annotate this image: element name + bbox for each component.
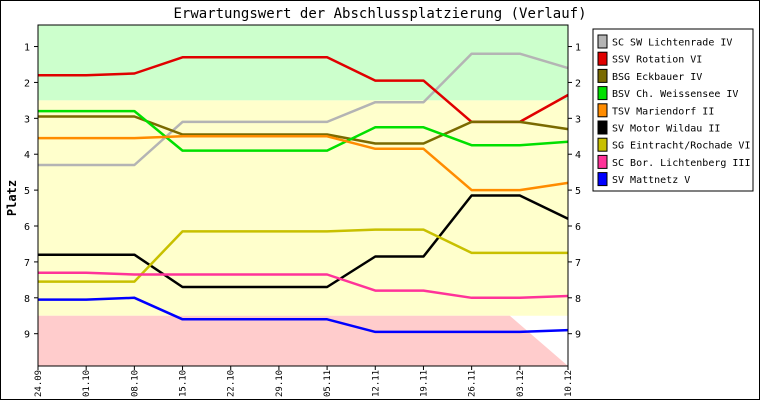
y-tick-label-left: 8: [24, 294, 30, 305]
legend-entry-label: SV Mattnetz V: [612, 175, 690, 186]
y-tick-label-left: 4: [24, 150, 30, 161]
legend-swatch: [597, 172, 608, 187]
band-midfield: [38, 100, 568, 316]
y-tick-label-right: 4: [575, 150, 581, 161]
y-tick-label-left: 1: [24, 43, 30, 54]
x-tick-label: 05.11: [323, 370, 333, 397]
series-lines: [38, 52, 569, 334]
legend-entry-label: BSV Ch. Weissensee IV: [612, 89, 738, 100]
x-tick-label: 26.11: [468, 370, 478, 397]
x-tick-label: 01.10: [82, 370, 92, 397]
legend-entry-label: TSV Mariendorf II: [612, 106, 714, 117]
legend-swatch: [597, 86, 608, 101]
y-tick-label-right: 6: [575, 222, 581, 233]
y-tick-label-left: 6: [24, 222, 30, 233]
x-tick-label: 03.12: [516, 370, 526, 397]
legend-swatch: [597, 34, 608, 49]
plot-border: [37, 24, 569, 367]
series-line-3: [38, 109, 569, 152]
band-relegation: [38, 315, 568, 366]
y-axis-label: Platz: [5, 180, 19, 216]
series-line-0: [38, 52, 569, 167]
axes: 1 1 2 2 3 3 4 4 5 5 6 6 7 7 8 8 9 9 24.09 01.10 08.10 15.10 22…: [24, 24, 581, 397]
legend-swatch: [597, 137, 608, 152]
series-line-5: [38, 194, 569, 289]
series-line-4: [38, 135, 569, 192]
x-tick-label: 22.10: [227, 370, 237, 397]
x-tick-label: 29.10: [275, 370, 285, 397]
legend-swatch: [597, 103, 608, 118]
y-tick-label-right: 3: [575, 114, 581, 125]
y-tick-label-right: 9: [575, 330, 581, 341]
y-tick-label-right: 7: [575, 258, 581, 269]
series-line-6: [38, 228, 568, 283]
y-tick-label-right: 2: [575, 78, 581, 89]
x-tick-label: 12.11: [371, 370, 381, 397]
y-tick-label-left: 7: [24, 258, 30, 269]
series-line-8: [38, 296, 569, 334]
y-tick-label-right: 5: [575, 186, 581, 197]
legend-entry-label: SC Bor. Lichtenberg III: [612, 158, 750, 169]
y-tick-label-left: 5: [24, 186, 30, 197]
y-tick-label-right: 8: [575, 294, 581, 305]
legend-entry-label: BSG Eckbauer IV: [612, 72, 702, 83]
chart-title: Erwartungswert der Abschlussplatzierung …: [173, 6, 586, 22]
y-tick-label-left: 2: [24, 78, 30, 89]
legend-swatch: [597, 68, 608, 83]
x-tick-label: 19.11: [419, 370, 429, 397]
legend-entry-label: SC SW Lichtenrade IV: [612, 38, 732, 49]
legend-swatch: [597, 154, 608, 169]
legend-entry-label: SG Eintracht/Rochade VI: [612, 141, 750, 152]
y-tick-label-left: 3: [24, 114, 30, 125]
legend-entry-label: SSV Rotation VI: [612, 55, 702, 66]
band-promotion: [38, 25, 568, 101]
legend-entry-label: SV Motor Wildau II: [612, 124, 720, 135]
legend-box: [592, 28, 754, 192]
x-tick-label: 08.10: [130, 370, 140, 397]
x-tick-label: 10.12: [564, 370, 574, 397]
series-line-2: [38, 115, 569, 145]
legend-swatch: [597, 51, 608, 66]
series-line-7: [38, 271, 569, 300]
y-tick-label-right: 1: [575, 43, 581, 54]
legend: SC SW Lichtenrade IV SSV Rotation VI BSG E…: [592, 28, 754, 192]
x-tick-label: 24.09: [34, 370, 44, 397]
legend-swatch: [597, 120, 608, 135]
y-tick-label-left: 9: [24, 330, 30, 341]
x-tick-label: 15.10: [179, 370, 189, 397]
